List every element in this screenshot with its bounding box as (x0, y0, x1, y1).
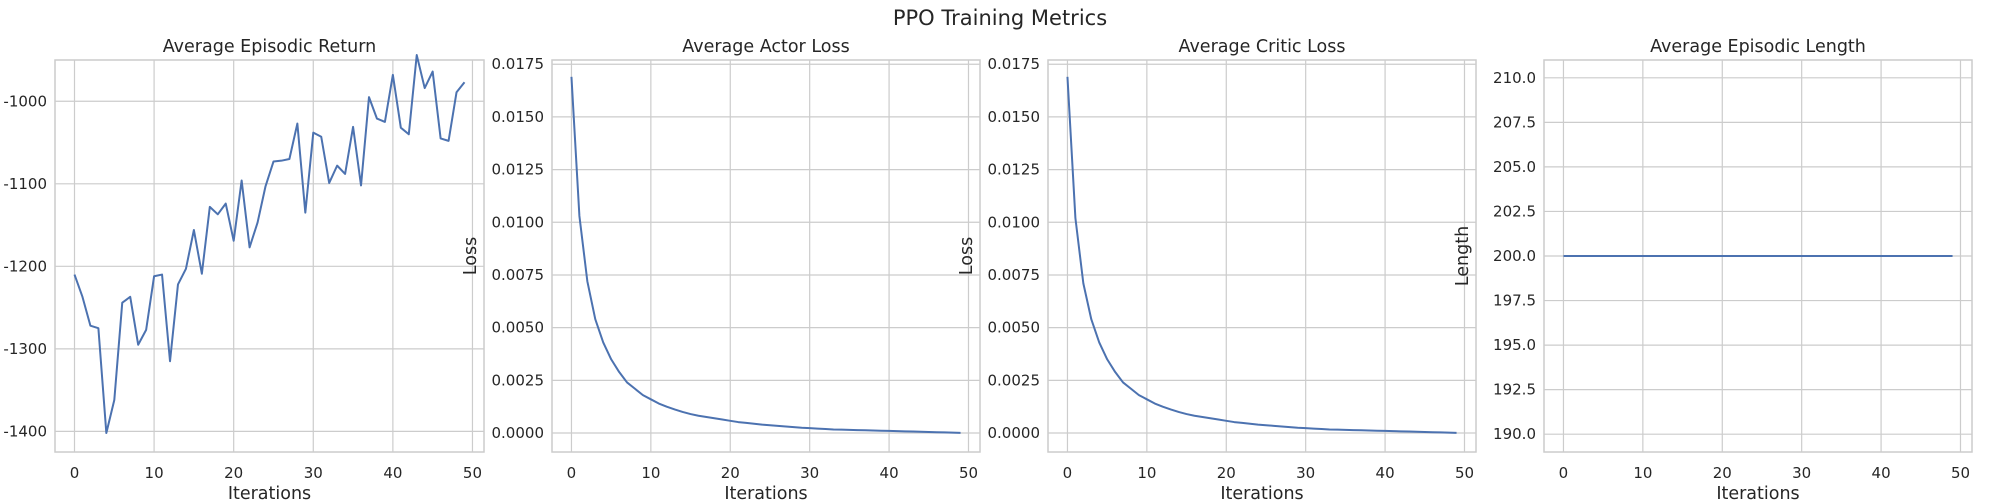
y-tick-label: 0.0050 (988, 319, 1041, 337)
x-axis-label: Iterations (1716, 484, 1799, 500)
x-tick-label: 30 (304, 464, 323, 482)
x-tick-label: 20 (1713, 464, 1732, 482)
x-tick-label: 0 (1063, 464, 1073, 482)
x-tick-label: 30 (1792, 464, 1811, 482)
y-tick-label: 0.0075 (988, 266, 1041, 284)
y-tick-label: 192.5 (1493, 381, 1536, 399)
x-tick-label: 10 (145, 464, 164, 482)
x-tick-label: 40 (1376, 464, 1395, 482)
x-tick-label: 40 (383, 464, 402, 482)
subplot-4: 0 10 20 30 40 50 190.0 192.5 195.0 197.5 200.0 202.… (1453, 37, 1973, 500)
x-tick-label: 10 (1137, 464, 1156, 482)
subplot-panels: 0 10 20 30 40 50 -1400 -1300 -1200 -1100 -1000 Aver… (3, 37, 1973, 500)
y-tick-label: -1100 (3, 175, 47, 193)
x-tick-label: 50 (959, 464, 978, 482)
y-tick-label: 0.0050 (492, 319, 545, 337)
series-line (1066, 76, 1457, 434)
y-tick-label: 0.0125 (492, 161, 545, 179)
y-axis-label: Loss (957, 237, 977, 275)
series-line (570, 76, 961, 434)
x-tick-label: 50 (1455, 464, 1474, 482)
x-tick-label: 10 (1633, 464, 1652, 482)
y-tick-label: 0.0175 (988, 55, 1041, 73)
plot-frame (1047, 59, 1477, 453)
x-axis-label: Iterations (228, 484, 311, 500)
x-tick-label: 20 (224, 464, 243, 482)
y-tick-label: 210.0 (1493, 69, 1536, 87)
plot-frame (54, 59, 485, 453)
y-tick-label: 202.5 (1493, 202, 1536, 220)
y-axis-label: Loss (461, 237, 481, 275)
x-tick-label: 10 (641, 464, 660, 482)
y-tick-label: 0.0125 (988, 161, 1041, 179)
x-tick-label: 50 (463, 464, 482, 482)
plot-frame (551, 59, 981, 453)
y-tick-label: 0.0025 (988, 371, 1041, 389)
x-tick-label: 0 (567, 464, 577, 482)
y-tick-label: 0.0025 (492, 371, 545, 389)
subplot-title: Average Episodic Length (1650, 37, 1866, 57)
y-tick-label: 0.0150 (492, 108, 545, 126)
x-tick-label: 0 (70, 464, 80, 482)
x-tick-label: 40 (1872, 464, 1891, 482)
y-tick-label: 0.0175 (492, 55, 545, 73)
x-tick-label: 40 (880, 464, 899, 482)
x-tick-label: 20 (721, 464, 740, 482)
subplot-title: Average Episodic Return (163, 37, 377, 57)
y-tick-label: -1400 (3, 422, 47, 440)
y-tick-label: 0.0075 (492, 266, 545, 284)
figure-title: PPO Training Metrics (893, 6, 1107, 30)
subplot-1: 0 10 20 30 40 50 -1400 -1300 -1200 -1100 -1000 Aver… (3, 37, 485, 500)
subplot-3: 0 10 20 30 40 50 0.0000 0.0025 0.0050 0.0075 0.010… (957, 37, 1477, 500)
y-tick-label: 205.0 (1493, 158, 1536, 176)
y-tick-label: 195.0 (1493, 336, 1536, 354)
subplot-2: 0 10 20 30 40 50 0.0000 0.0025 0.0050 0.0075 0.010… (461, 37, 981, 500)
y-tick-label: -1200 (3, 257, 47, 275)
series-line (73, 54, 466, 435)
y-tick-label: 0.0100 (492, 213, 545, 231)
y-tick-label: 0.0100 (988, 213, 1041, 231)
y-tick-label: 197.5 (1493, 292, 1536, 310)
y-tick-label: 0.0000 (988, 424, 1041, 442)
subplot-title: Average Critic Loss (1179, 37, 1346, 57)
x-axis-label: Iterations (724, 484, 807, 500)
plot-frame (1543, 59, 1973, 453)
y-tick-label: 207.5 (1493, 113, 1536, 131)
x-tick-label: 30 (800, 464, 819, 482)
subplot-title: Average Actor Loss (682, 37, 849, 57)
y-tick-label: 190.0 (1493, 425, 1536, 443)
x-tick-label: 20 (1217, 464, 1236, 482)
y-tick-label: -1000 (3, 92, 47, 110)
y-tick-label: 200.0 (1493, 247, 1536, 265)
y-axis-label: Length (1453, 226, 1473, 286)
x-tick-label: 30 (1296, 464, 1315, 482)
x-tick-label: 0 (1559, 464, 1569, 482)
x-tick-label: 50 (1951, 464, 1970, 482)
y-tick-label: 0.0150 (988, 108, 1041, 126)
y-tick-label: -1300 (3, 340, 47, 358)
x-axis-label: Iterations (1220, 484, 1303, 500)
y-tick-label: 0.0000 (492, 424, 545, 442)
